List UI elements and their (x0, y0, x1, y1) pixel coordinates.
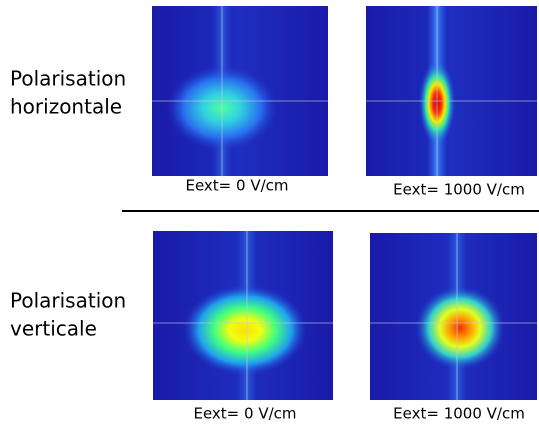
caption: Eext= 0 V/cm (185, 177, 288, 195)
caption: Eext= 0 V/cm (193, 405, 296, 423)
row-label: Polarisation (10, 67, 126, 91)
row-label: verticale (10, 317, 97, 341)
caption: Eext= 1000 V/cm (393, 405, 525, 423)
image-panel (152, 6, 328, 176)
row-label: horizontale (10, 95, 122, 119)
row-label: Polarisation (10, 289, 126, 313)
image-panel (370, 233, 537, 400)
image-panel (366, 6, 537, 176)
caption: Eext= 1000 V/cm (393, 181, 525, 199)
image-panel (153, 231, 333, 400)
